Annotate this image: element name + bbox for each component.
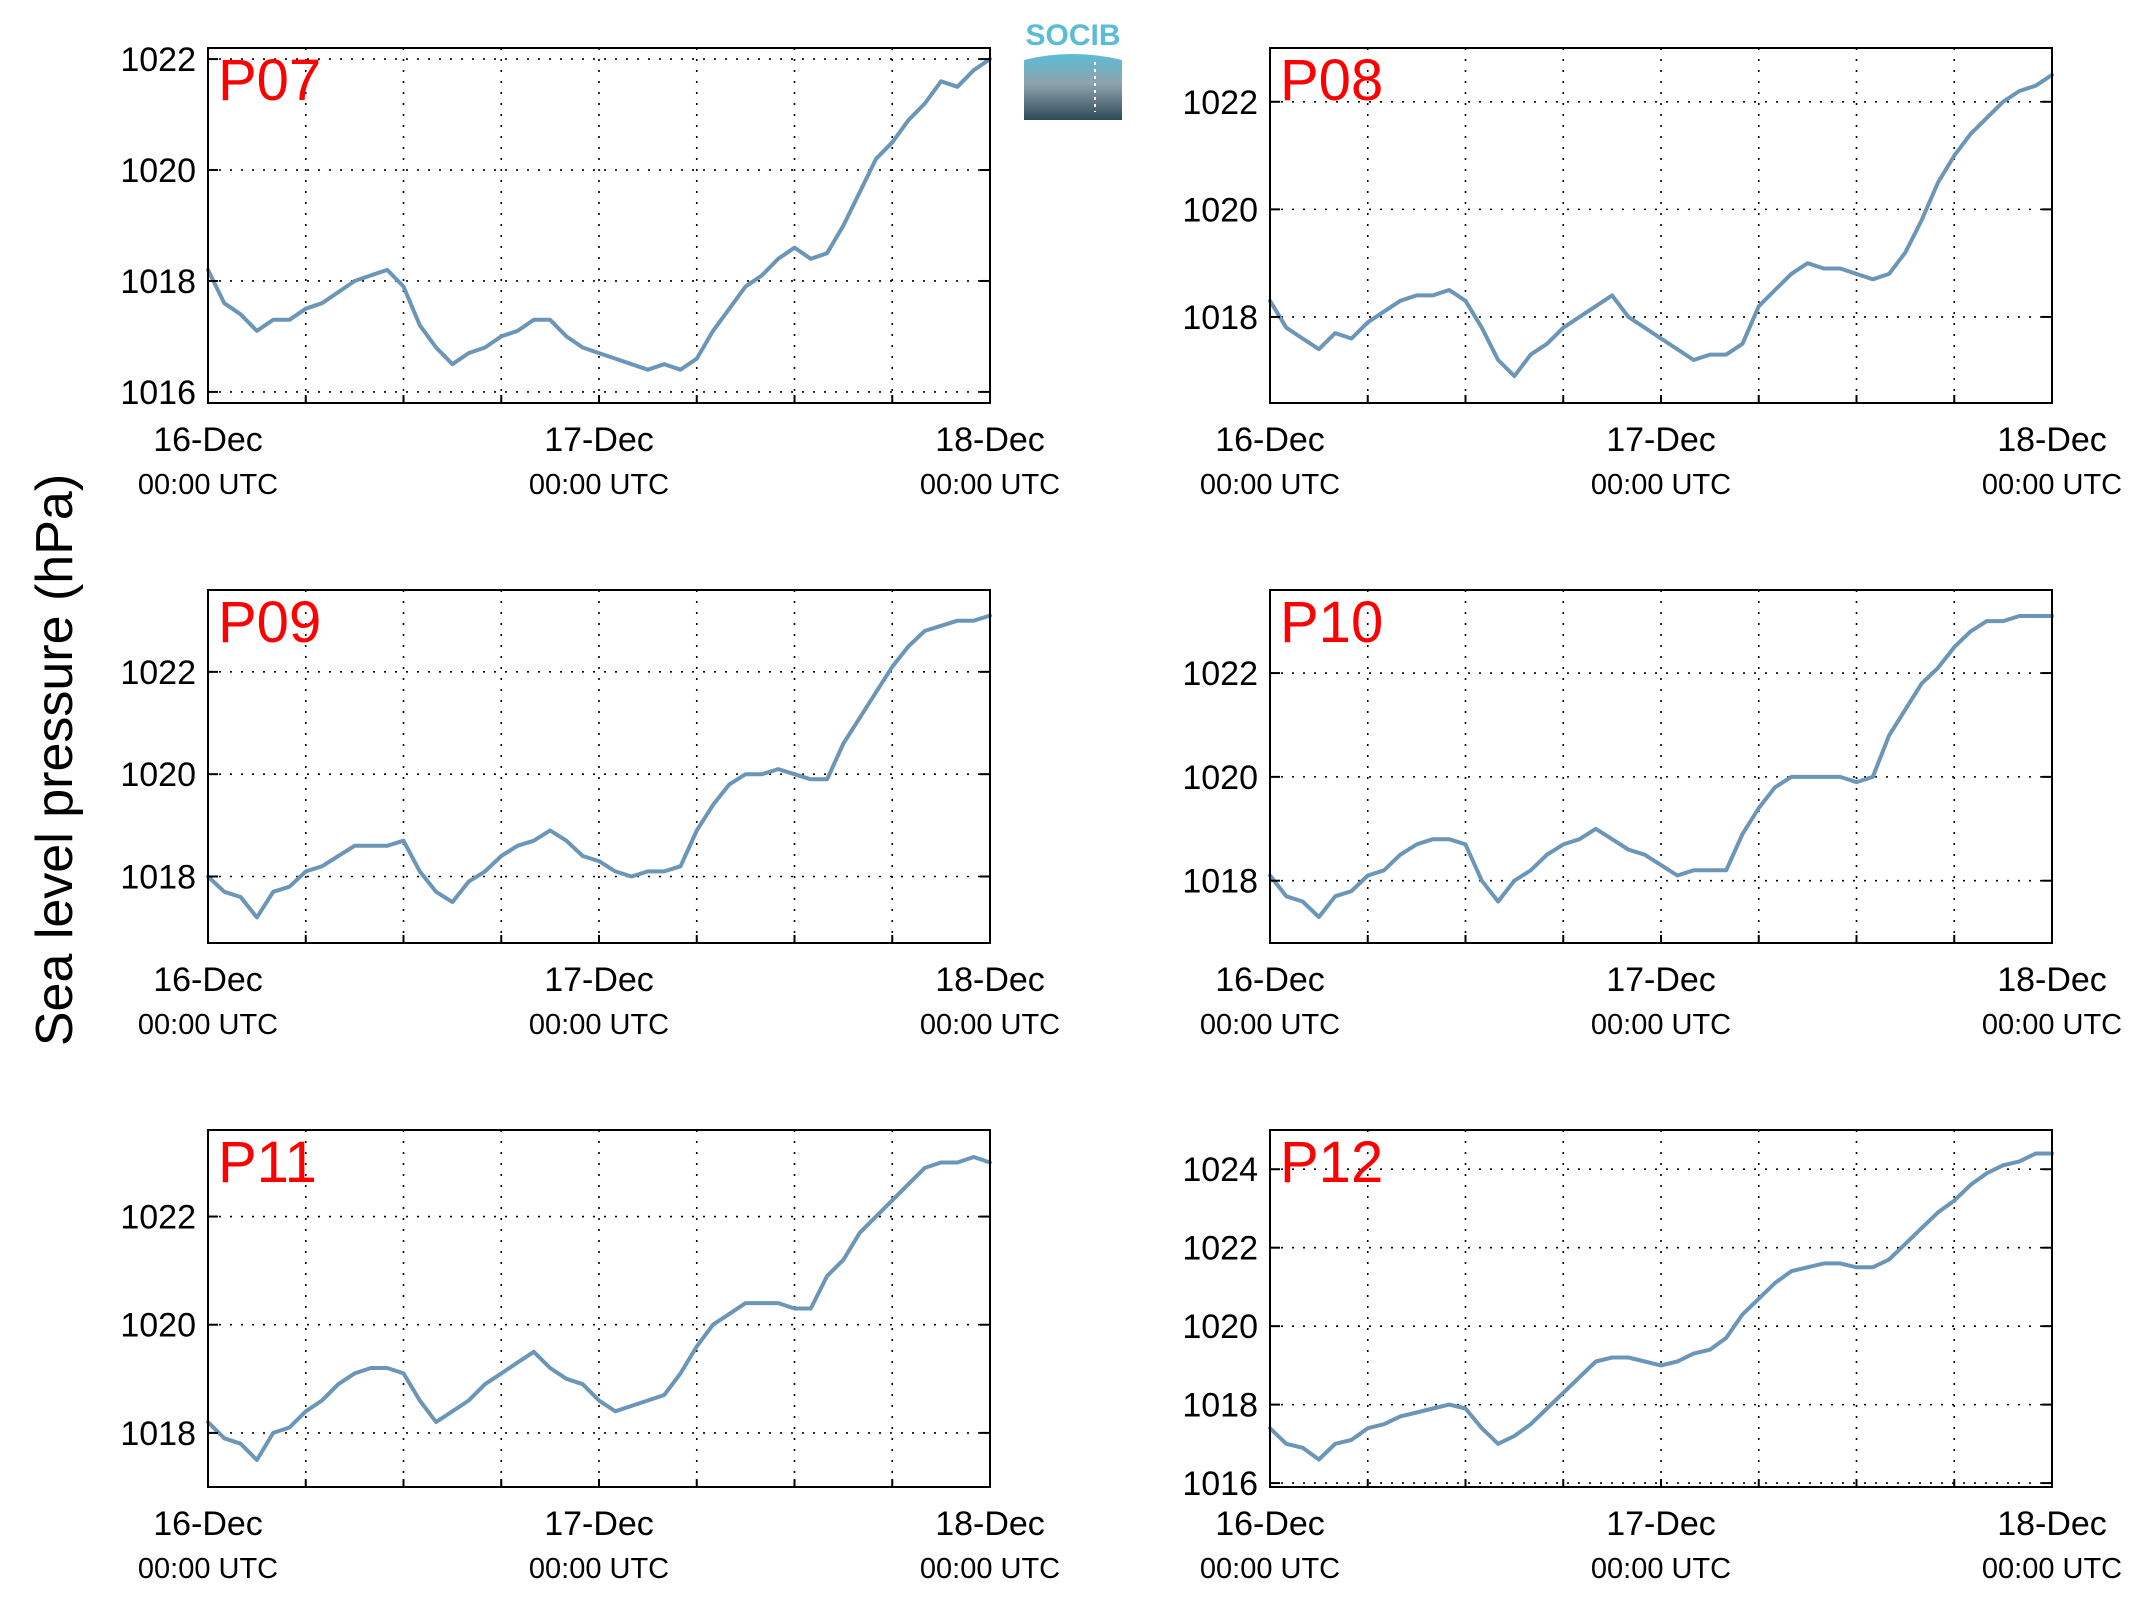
x-tick-label-date: 16-Dec (1215, 421, 1325, 459)
panel-label: P10 (1280, 590, 1383, 655)
x-tick-label-time: 00:00 UTC (529, 1009, 669, 1041)
series-line-p07 (206, 57, 992, 372)
y-tick-label: 1016 (1182, 1465, 1258, 1503)
panel-label: P08 (1280, 48, 1383, 113)
panel-label: P07 (218, 48, 321, 113)
panel-label: P09 (218, 590, 321, 655)
panel-p12: 1016 1018 1020 1022 1024 16-Dec 00:00 UTC 17-De… (1182, 1129, 2122, 1585)
y-tick-label: 1020 (1182, 759, 1258, 797)
y-tick-label: 1018 (120, 1415, 196, 1453)
x-tick-label-time: 00:00 UTC (1200, 469, 1340, 501)
x-tick-label-date: 16-Dec (1215, 1505, 1325, 1543)
y-tick-label: 1022 (120, 1199, 196, 1237)
x-tick-label-date: 16-Dec (153, 421, 263, 459)
x-tick-label-date: 18-Dec (935, 1505, 1045, 1543)
x-tick-label-time: 00:00 UTC (1591, 1553, 1731, 1585)
x-tick-label-date: 16-Dec (153, 1505, 263, 1543)
x-tick-label-date: 17-Dec (544, 961, 654, 999)
y-tick-label: 1018 (120, 858, 196, 896)
series-line-p09 (206, 613, 992, 920)
y-tick-label: 1022 (120, 41, 196, 79)
series-line-p10 (1268, 614, 2054, 919)
x-tick-label-date: 17-Dec (1606, 961, 1716, 999)
y-axis-label: Sea level pressure (hPa) (26, 474, 84, 1046)
x-tick-label-date: 18-Dec (1997, 961, 2107, 999)
y-tick-label: 1020 (120, 152, 196, 190)
y-tick-label: 1022 (1182, 84, 1258, 122)
y-tick-label: 1018 (120, 263, 196, 301)
x-tick-label-time: 00:00 UTC (1200, 1009, 1340, 1041)
socib-logo: SOCIB (1024, 19, 1122, 120)
panel-p08: 1018 1020 1022 16-Dec 00:00 UTC 17-Dec 00:00 U… (1182, 47, 2122, 501)
y-tick-label: 1020 (1182, 1308, 1258, 1346)
y-tick-label: 1024 (1182, 1151, 1258, 1189)
x-tick-label-time: 00:00 UTC (138, 469, 278, 501)
x-tick-label-time: 00:00 UTC (529, 1553, 669, 1585)
x-tick-label-date: 17-Dec (1606, 421, 1716, 459)
y-tick-label: 1018 (1182, 863, 1258, 901)
x-tick-label-date: 16-Dec (1215, 961, 1325, 999)
x-tick-label-date: 17-Dec (544, 1505, 654, 1543)
panel-p09: 1018 1020 1022 16-Dec 00:00 UTC 17-Dec 00:00 U… (120, 589, 1060, 1041)
y-tick-label: 1022 (120, 654, 196, 692)
panel-p10: 1018 1020 1022 16-Dec 00:00 UTC 17-Dec 00:00 U… (1182, 589, 2122, 1041)
series-line-p11 (206, 1155, 992, 1462)
y-tick-label: 1020 (120, 1307, 196, 1345)
x-tick-label-time: 00:00 UTC (920, 469, 1060, 501)
y-tick-label: 1018 (1182, 299, 1258, 337)
panel-label: P11 (218, 1130, 317, 1195)
x-tick-label-date: 18-Dec (1997, 421, 2107, 459)
x-tick-label-time: 00:00 UTC (529, 469, 669, 501)
y-tick-label: 1018 (1182, 1387, 1258, 1425)
y-tick-label: 1020 (120, 756, 196, 794)
x-tick-label-time: 00:00 UTC (1591, 1009, 1731, 1041)
panel-label: P12 (1280, 1130, 1383, 1195)
panel-p11: 1018 1020 1022 16-Dec 00:00 UTC 17-Dec 00:00 U… (120, 1129, 1060, 1585)
y-tick-label: 1020 (1182, 191, 1258, 229)
x-tick-label-time: 00:00 UTC (1982, 1009, 2122, 1041)
x-tick-label-date: 16-Dec (153, 961, 263, 999)
x-tick-label-date: 17-Dec (1606, 1505, 1716, 1543)
x-tick-label-time: 00:00 UTC (1591, 469, 1731, 501)
logo-text: SOCIB (1025, 19, 1120, 52)
x-tick-label-time: 00:00 UTC (920, 1009, 1060, 1041)
x-tick-label-time: 00:00 UTC (138, 1553, 278, 1585)
x-tick-label-time: 00:00 UTC (1982, 1553, 2122, 1585)
y-tick-label: 1016 (120, 374, 196, 412)
x-tick-label-time: 00:00 UTC (1982, 469, 2122, 501)
x-tick-label-time: 00:00 UTC (138, 1009, 278, 1041)
x-tick-label-date: 18-Dec (935, 961, 1045, 999)
x-tick-label-time: 00:00 UTC (920, 1553, 1060, 1585)
x-tick-label-date: 18-Dec (935, 421, 1045, 459)
y-tick-label: 1022 (1182, 655, 1258, 693)
series-line-p08 (1268, 72, 2054, 379)
panel-p07: 1016 1018 1020 1022 16-Dec 00:00 UTC 17-Dec 00:… (120, 41, 1060, 501)
series-line-p12 (1268, 1151, 2054, 1462)
x-tick-label-date: 18-Dec (1997, 1505, 2107, 1543)
x-tick-label-time: 00:00 UTC (1200, 1553, 1340, 1585)
x-tick-label-date: 17-Dec (544, 421, 654, 459)
y-tick-label: 1022 (1182, 1230, 1258, 1268)
